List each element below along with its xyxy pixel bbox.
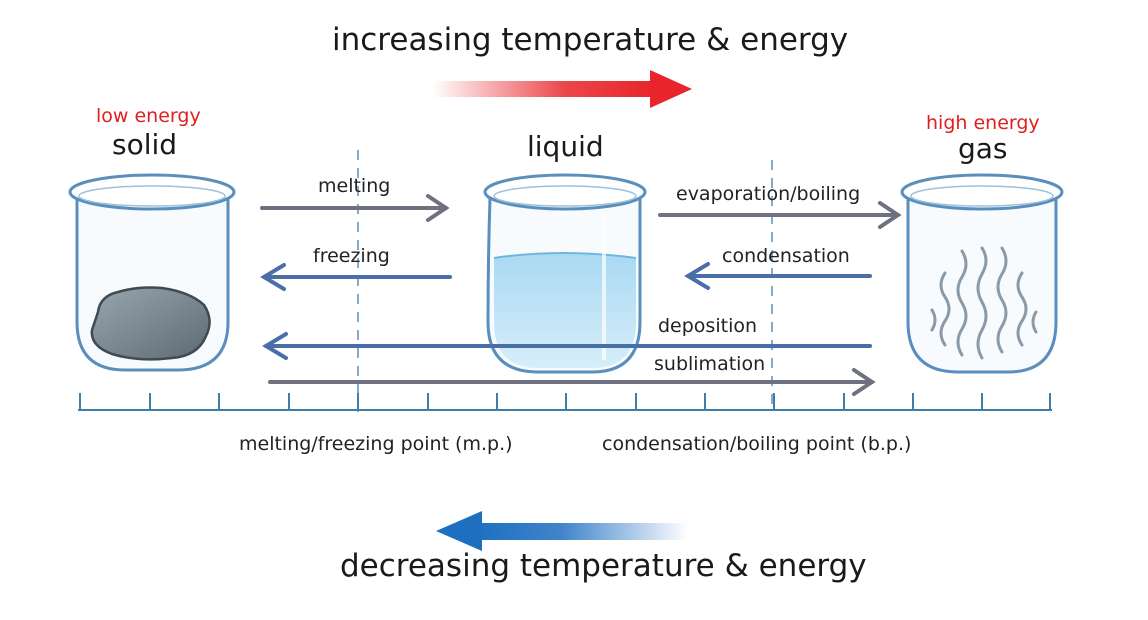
solid-beaker [68, 173, 236, 372]
melting-arrow [260, 194, 450, 222]
condensation-label: condensation [722, 245, 850, 267]
evaporation-label: evaporation/boiling [676, 183, 861, 205]
liquid-label: liquid [527, 130, 604, 163]
sublimation-arrow [268, 368, 876, 396]
freezing-label: freezing [313, 245, 390, 267]
gas-energy-label: high energy [926, 112, 1040, 134]
boiling-point-label: condensation/boiling point (b.p.) [602, 433, 912, 455]
melting-label: melting [318, 175, 391, 197]
solid-label: solid [112, 128, 178, 161]
title-decreasing: decreasing temperature & energy [340, 548, 867, 584]
rock-icon [90, 286, 211, 361]
melting-point-label: melting/freezing point (m.p.) [239, 433, 513, 455]
title-increasing: increasing temperature & energy [332, 22, 849, 58]
sublimation-label: sublimation [654, 353, 766, 375]
gas-label: gas [958, 132, 1008, 165]
liquid-beaker [483, 173, 647, 374]
deposition-arrow [262, 332, 872, 360]
increasing-temperature-arrow [432, 70, 692, 108]
gas-beaker [900, 173, 1064, 374]
deposition-label: deposition [658, 315, 758, 337]
condensation-arrow [684, 262, 872, 290]
freezing-arrow [260, 263, 452, 291]
vapor-icon [930, 246, 1038, 360]
solid-energy-label: low energy [96, 105, 201, 127]
water-icon [494, 253, 636, 368]
temperature-scale [78, 393, 1052, 411]
evaporation-arrow [658, 201, 902, 229]
decreasing-temperature-arrow [436, 511, 688, 551]
